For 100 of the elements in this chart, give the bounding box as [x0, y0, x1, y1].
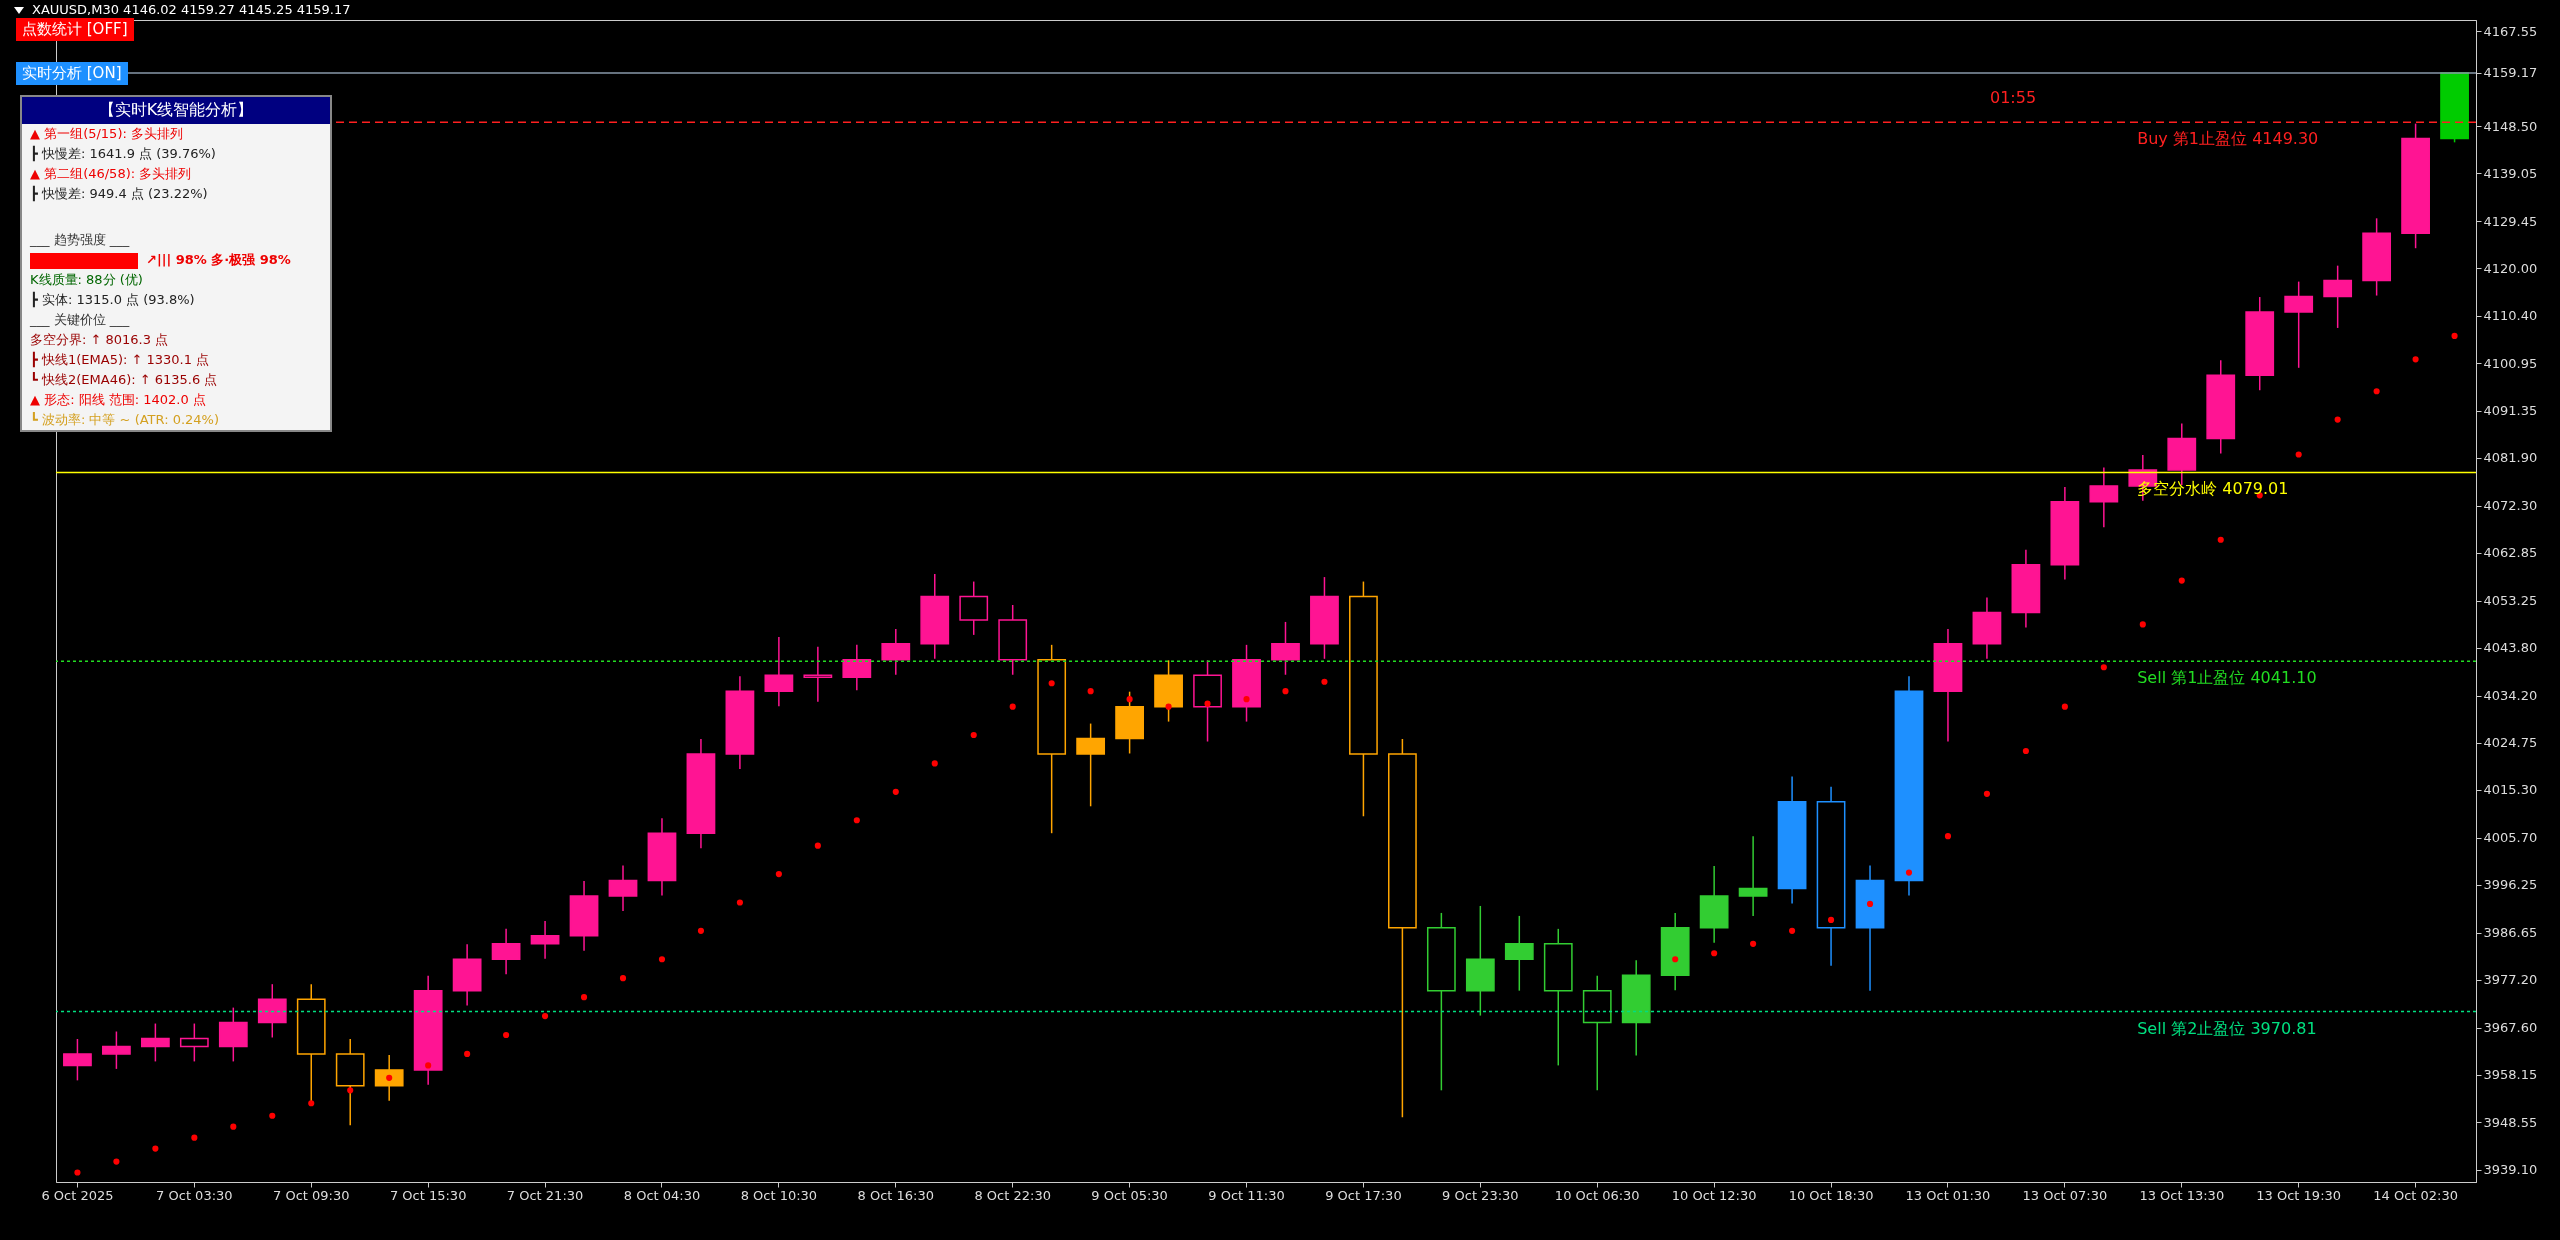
- point: [1750, 940, 1757, 947]
- y-tick-label: 3977.20: [2483, 972, 2538, 988]
- annotation: ▲ 第一组(5/15): 多头排列: [29, 125, 184, 143]
- point: [1672, 956, 1679, 963]
- annotation: 01:55: [1990, 88, 2037, 107]
- x-tick-label: 9 Oct 05:30: [1091, 1187, 1168, 1203]
- point: [658, 956, 666, 963]
- point: [2334, 416, 2341, 423]
- y-tick-label: 3986.65: [2483, 925, 2538, 941]
- y-tick-label: 4053.25: [2483, 593, 2538, 609]
- point: [541, 1013, 549, 1020]
- panel-header: 【实时K线智能分析】: [22, 97, 330, 124]
- y-tick-label: 4005.70: [2483, 830, 2538, 846]
- point: [230, 1123, 237, 1130]
- point: [386, 1074, 393, 1081]
- x-tick-label: 7 Oct 21:30: [506, 1187, 584, 1203]
- point: [191, 1134, 198, 1141]
- point: [425, 1062, 432, 1069]
- point: [1321, 678, 1328, 685]
- point: [1905, 869, 1913, 876]
- point: [503, 1031, 510, 1039]
- annotation: 实时分析 [ON]: [16, 62, 128, 85]
- point: [1282, 688, 1289, 695]
- point: [775, 870, 782, 878]
- y-tick-label: 3967.60: [2483, 1020, 2538, 1036]
- point: [1789, 927, 1796, 934]
- point: [2022, 747, 2029, 755]
- annotation: ┗ 波动率: 中等 ~ (ATR: 0.24%): [29, 411, 221, 429]
- y-tick-label: 4139.05: [2483, 165, 2538, 181]
- annotation: ▲ 第二组(46/58): 多头排列: [29, 165, 193, 183]
- x-tick-label: 10 Oct 06:30: [1554, 1187, 1640, 1203]
- annotation: ___ 关键价位 ___: [29, 311, 131, 329]
- point: [736, 899, 743, 906]
- x-tick-label: 7 Oct 09:30: [273, 1187, 350, 1203]
- point: [269, 1112, 276, 1119]
- point: [1866, 900, 1874, 908]
- point: [2100, 664, 2107, 671]
- point: [580, 994, 588, 1001]
- y-tick-label: 4072.30: [2483, 498, 2538, 514]
- x-tick-label: 13 Oct 19:30: [2256, 1187, 2342, 1203]
- x-tick-label: 6 Oct 2025: [41, 1187, 114, 1203]
- y-tick-label: 4024.75: [2483, 735, 2538, 751]
- annotation: ▲ 形态: 阳线 范围: 1402.0 点: [29, 391, 207, 409]
- x-tick-label: 9 Oct 11:30: [1208, 1187, 1285, 1203]
- x-tick-label: 10 Oct 18:30: [1788, 1187, 1874, 1203]
- annotation: ___ 趋势强度 ___: [29, 231, 131, 249]
- point: [2373, 388, 2380, 395]
- point: [308, 1100, 315, 1107]
- point: [1827, 916, 1835, 923]
- point: [1983, 790, 1991, 797]
- y-tick-label: 4167.55: [2483, 23, 2538, 39]
- y-tick-label: 4129.45: [2483, 213, 2538, 229]
- point: [1243, 696, 1250, 703]
- point: [2412, 356, 2419, 363]
- y-tick-label: 3948.55: [2483, 1114, 2538, 1130]
- point: [1009, 703, 1016, 710]
- y-tick-label: 4034.20: [2483, 688, 2538, 704]
- point: [1944, 833, 1952, 840]
- point: [1126, 696, 1133, 703]
- candlestick: [803, 646, 833, 703]
- point: [113, 1158, 120, 1165]
- ref-line-label: Buy 第1止盈位 4149.30: [2137, 129, 2319, 149]
- annotation: 多空分界: ↑ 8016.3 点: [29, 331, 170, 349]
- chart-title: XAUUSD,M30 4146.02 4159.27 4145.25 4159.17: [32, 2, 351, 17]
- annotation: ↗||| 98% 多·极强 98%: [146, 252, 291, 267]
- point: [2295, 451, 2302, 458]
- point: [853, 817, 860, 824]
- ref-line-label: Sell 第2止盈位 3970.81: [2137, 1018, 2317, 1038]
- x-tick-label: 8 Oct 22:30: [974, 1187, 1051, 1203]
- annotation: ┣ 快线1(EMA5): ↑ 1330.1 点: [29, 350, 211, 370]
- annotation: ┗ 快线2(EMA46): ↑ 6135.6 点: [29, 371, 219, 389]
- y-tick-label: 4148.50: [2483, 118, 2538, 134]
- point: [1204, 700, 1211, 707]
- point: [2178, 577, 2185, 584]
- point: [1165, 703, 1172, 710]
- x-tick-label: 10 Oct 12:30: [1671, 1187, 1757, 1203]
- point: [619, 975, 627, 982]
- y-tick-label: 4043.80: [2483, 640, 2538, 656]
- candlestick: [1738, 835, 1768, 917]
- x-tick-label: 8 Oct 10:30: [740, 1187, 818, 1203]
- x-tick-label: 13 Oct 01:30: [1905, 1187, 1991, 1203]
- point: [697, 927, 705, 934]
- point: [2451, 332, 2458, 339]
- x-tick-label: 14 Oct 02:30: [2373, 1187, 2458, 1203]
- ref-line-label: Sell 第1止盈位 4041.10: [2137, 668, 2317, 688]
- annotation: 点数统计 [OFF]: [16, 18, 134, 41]
- y-tick-label: 4081.90: [2483, 450, 2538, 466]
- point: [931, 760, 938, 767]
- x-tick-label: 13 Oct 07:30: [2022, 1187, 2108, 1203]
- annotation: K线质量: 88分 (优): [29, 271, 144, 289]
- point: [152, 1145, 159, 1152]
- annotation: ┣ 快慢差: 949.4 点 (23.22%): [29, 184, 209, 204]
- point: [1048, 680, 1055, 687]
- y-tick-label: 4120.00: [2483, 260, 2538, 276]
- point: [970, 731, 977, 739]
- point: [1087, 688, 1094, 695]
- y-tick-label: 4015.30: [2483, 782, 2538, 798]
- annotation: ┣ 快慢差: 1641.9 点 (39.76%): [29, 144, 217, 164]
- point: [892, 788, 899, 795]
- annotation: ┣ 实体: 1315.0 点 (93.8%): [29, 290, 196, 310]
